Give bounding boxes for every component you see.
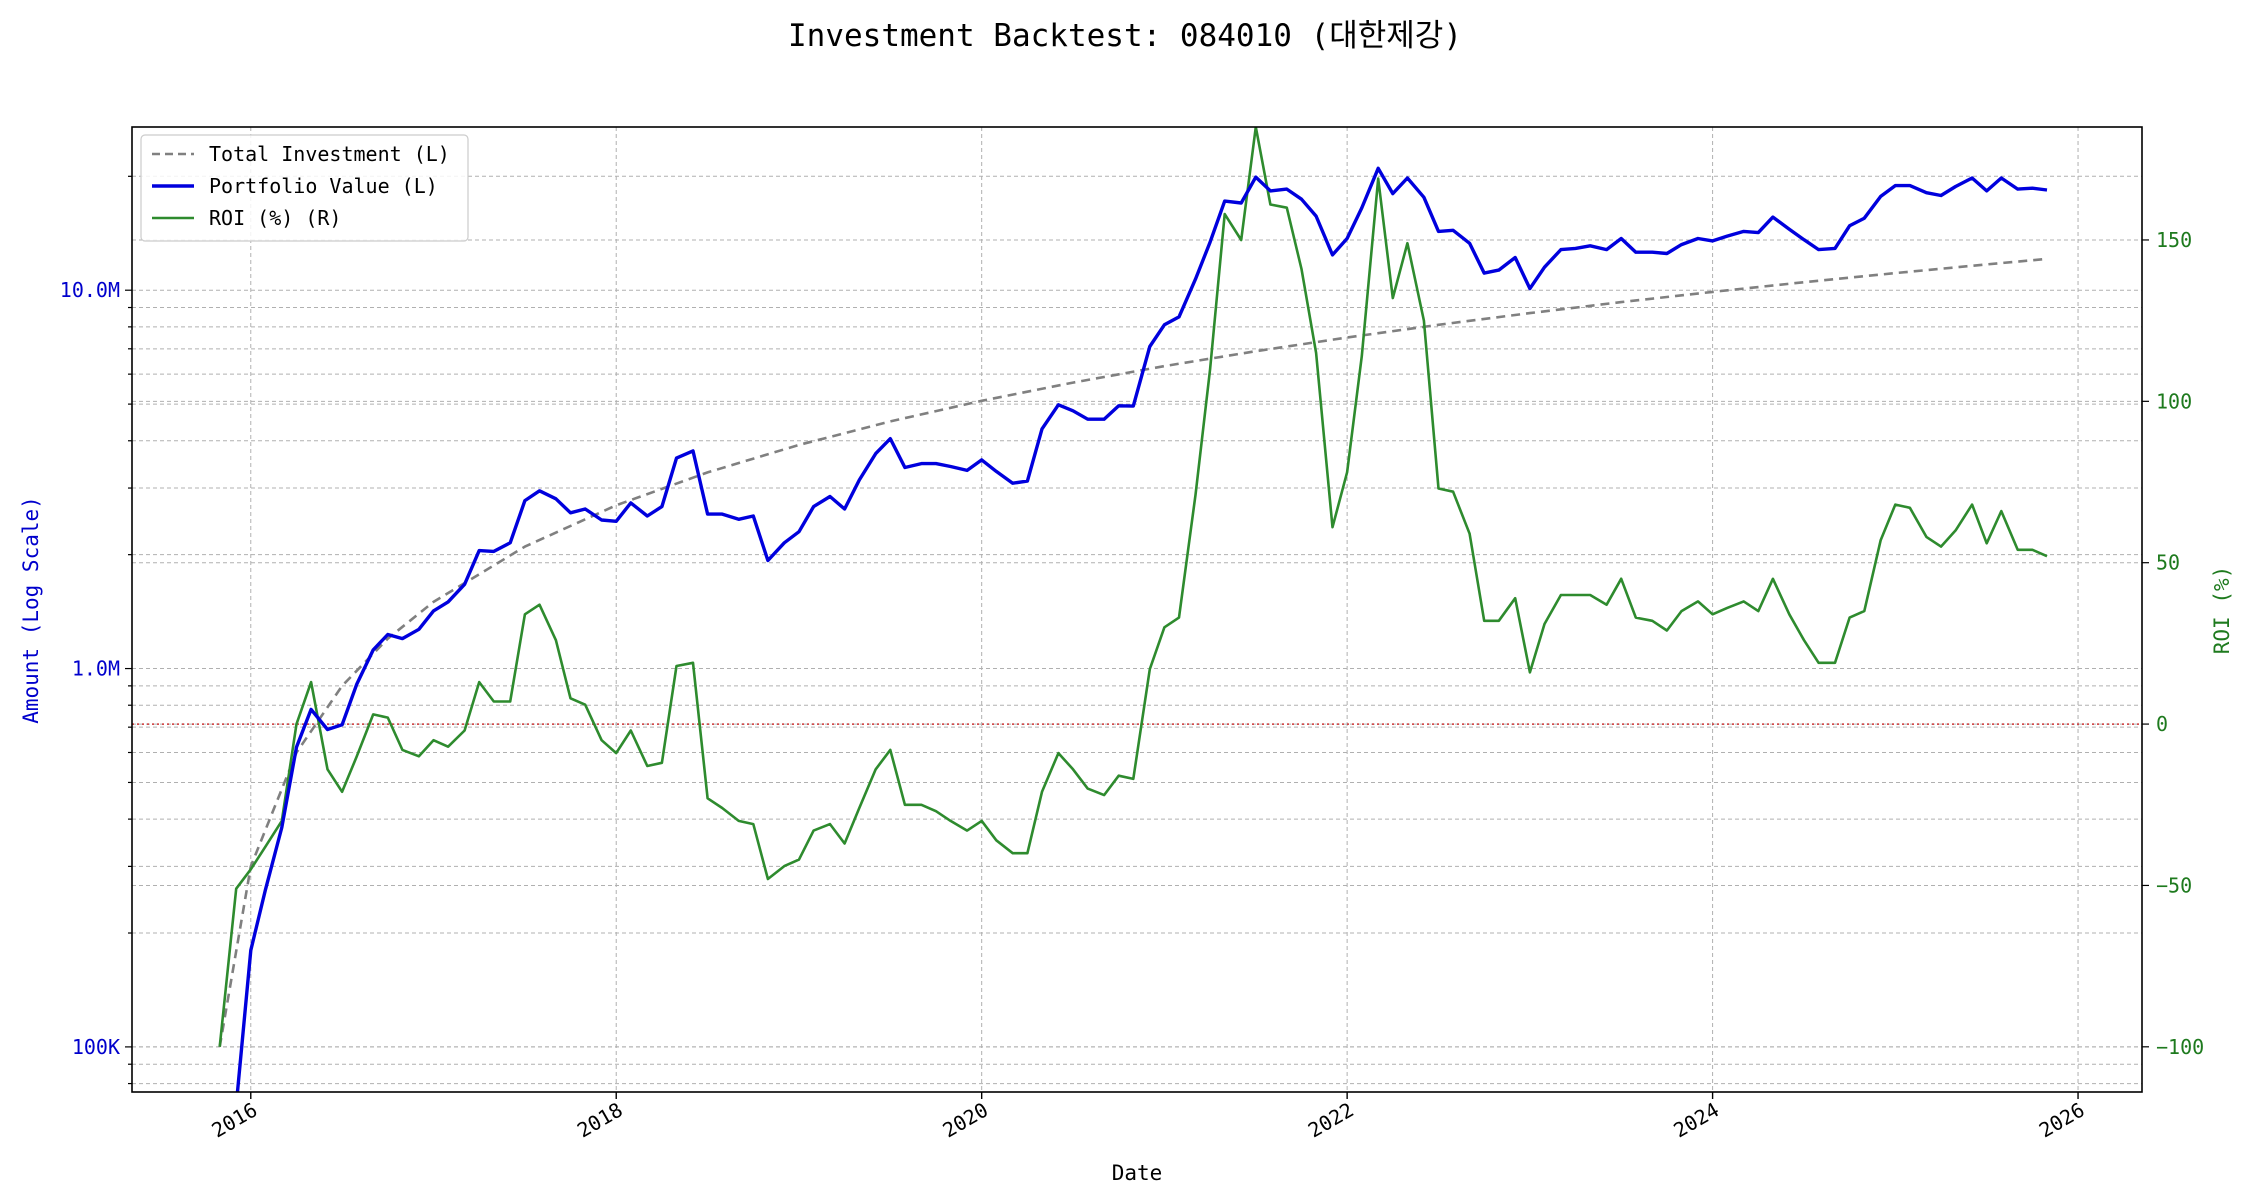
left-y-axis-label: Amount (Log Scale) [19, 496, 43, 724]
legend: Total Investment (L) Portfolio Value (L)… [140, 134, 469, 242]
legend-box [140, 134, 469, 242]
x-tick-label-2018: 2018 [573, 1098, 627, 1143]
x-tick-label-2016: 2016 [208, 1098, 262, 1143]
y-left-tick-label: 1.0M [72, 657, 120, 681]
y-left-tick-label: 100K [72, 1035, 120, 1059]
y-right-tick-label: 100 [2156, 389, 2192, 413]
x-tick-label-2026: 2026 [2035, 1098, 2089, 1143]
y-left-tick-label: 10.0M [60, 278, 120, 302]
legend-label-roi: ROI (%) (R) [209, 206, 341, 230]
y-right-tick-label: 150 [2156, 228, 2192, 252]
y-right-tick-label: 0 [2156, 712, 2168, 736]
x-tick-label-2024: 2024 [1669, 1098, 1723, 1143]
total-investment-line [218, 257, 2048, 1048]
x-tick-label-2020: 2020 [938, 1098, 992, 1143]
right-y-axis-label: ROI (%) [2210, 566, 2234, 655]
roi-line [218, 127, 2048, 1047]
plot-area [132, 127, 2142, 1092]
x-axis: 2016 2018 2020 2022 2024 2026 [208, 1092, 2089, 1142]
x-tick-label-2022: 2022 [1304, 1098, 1358, 1143]
legend-label-total-investment: Total Investment (L) [209, 142, 450, 166]
series-layer [218, 127, 2048, 1092]
legend-label-portfolio-value: Portfolio Value (L) [209, 174, 438, 198]
chart-title: Investment Backtest: 084010 (대한제강) [788, 18, 1462, 54]
y-right-tick-label: 50 [2156, 551, 2180, 575]
y-right-tick-label: −100 [2156, 1035, 2204, 1059]
right-y-axis: −100 −50 0 50 100 150 [2142, 228, 2204, 1059]
x-axis-label: Date [1112, 1161, 1163, 1185]
y-right-tick-label: −50 [2156, 873, 2192, 897]
left-y-axis: 100K 1.0M 10.0M [60, 175, 132, 1085]
plot-frame [131, 126, 2143, 1093]
portfolio-value-line [235, 166, 2048, 1092]
